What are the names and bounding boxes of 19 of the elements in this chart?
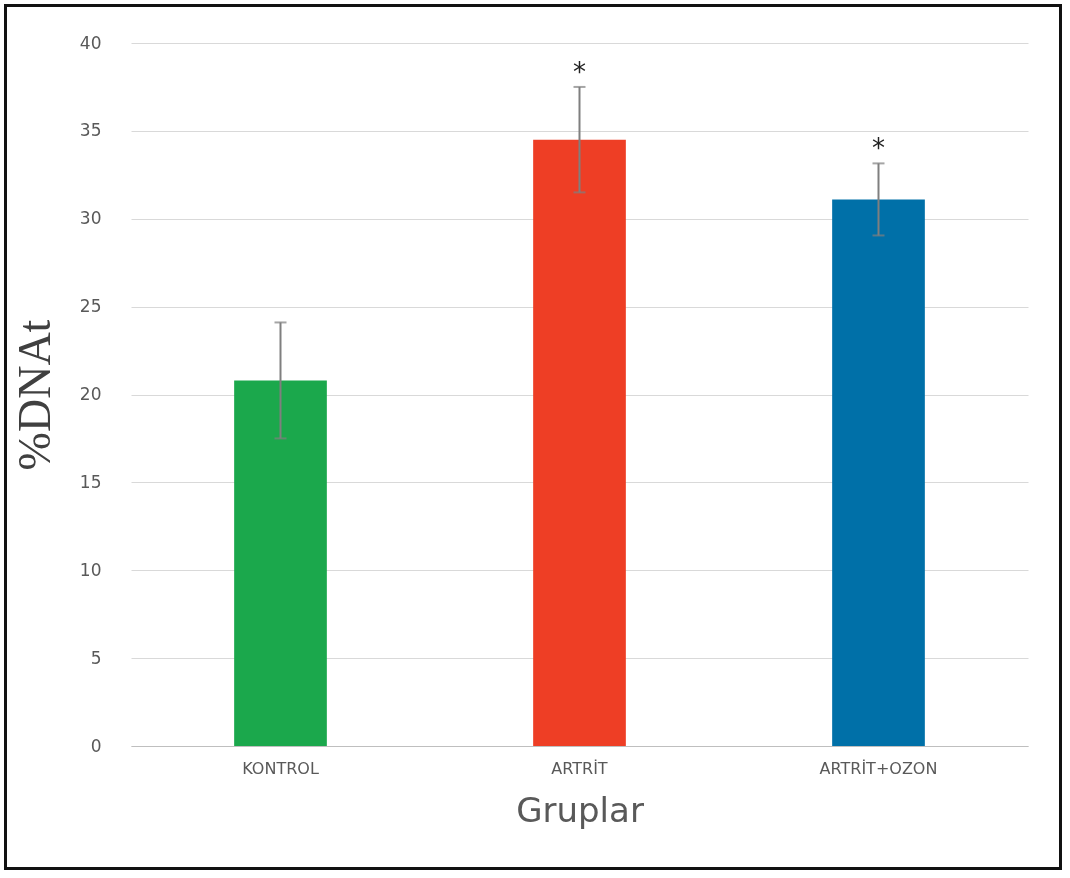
x-axis-title: Gruplar: [516, 789, 644, 830]
bar: [533, 139, 626, 746]
x-tick-label: KONTROL: [242, 758, 319, 778]
y-tick-label: 20: [79, 384, 102, 404]
bar: [832, 199, 925, 746]
y-axis-title: %DNAt: [8, 319, 60, 471]
y-tick-label: 10: [79, 559, 102, 580]
y-tick-label: 5: [90, 647, 102, 668]
y-tick-label: 25: [79, 296, 102, 317]
y-tick-label: 0: [90, 735, 102, 756]
annotation: *: [872, 133, 885, 164]
y-tick-label: 35: [79, 120, 102, 141]
y-tick-label: 15: [79, 471, 102, 492]
y-tick-label: 40: [79, 32, 102, 53]
x-tick-label: ARTRİT: [551, 758, 608, 778]
x-tick-label: ARTRİT+OZON: [819, 758, 938, 778]
bar: [234, 380, 327, 746]
annotation: *: [573, 56, 586, 87]
y-tick-label: 30: [79, 208, 102, 229]
